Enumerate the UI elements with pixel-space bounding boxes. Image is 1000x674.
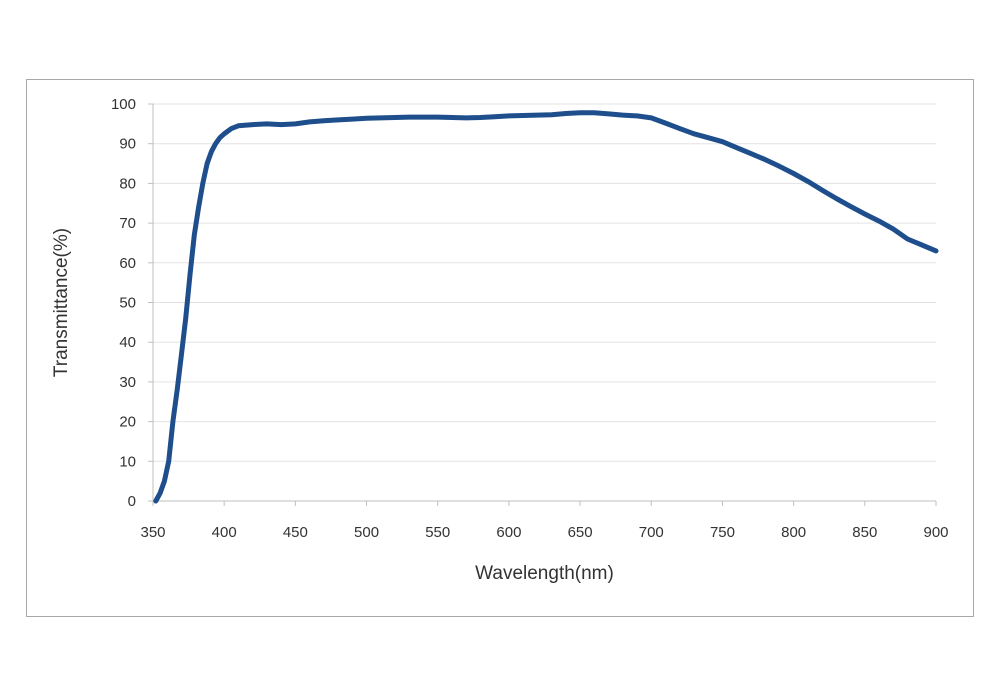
x-tick-label: 750 xyxy=(710,524,735,541)
y-tick-label: 10 xyxy=(119,453,136,470)
y-tick-label: 30 xyxy=(119,374,136,391)
x-tick-label: 350 xyxy=(140,524,165,541)
y-tick-label: 20 xyxy=(119,414,136,431)
x-tick-label: 550 xyxy=(425,524,450,541)
y-tick-label: 0 xyxy=(128,493,136,510)
y-tick-label: 70 xyxy=(119,215,136,232)
y-tick-label: 90 xyxy=(119,136,136,153)
x-tick-label: 400 xyxy=(212,524,237,541)
y-tick-label: 100 xyxy=(111,96,136,113)
y-tick-label: 60 xyxy=(119,255,136,272)
x-tick-label: 900 xyxy=(923,524,948,541)
y-tick-label: 80 xyxy=(119,175,136,192)
x-tick-label: 800 xyxy=(781,524,806,541)
x-tick-label: 850 xyxy=(852,524,877,541)
x-axis-title: Wavelength(nm) xyxy=(475,563,614,584)
transmittance-series-line xyxy=(153,110,939,504)
y-axis-title: Transmittance(%) xyxy=(51,228,72,377)
chart-frame: 0 10 20 30 40 50 60 70 80 90 100 350 400 450 500 550 600… xyxy=(26,79,974,617)
transmittance-chart: 0 10 20 30 40 50 60 70 80 90 100 350 400 450 500 550 600… xyxy=(51,96,949,584)
x-tick-label: 450 xyxy=(283,524,308,541)
y-tick-label: 40 xyxy=(119,334,136,351)
x-tick-label: 650 xyxy=(568,524,593,541)
x-tick-label: 500 xyxy=(354,524,379,541)
y-tick-label: 50 xyxy=(119,295,136,312)
x-tick-label: 700 xyxy=(639,524,664,541)
x-tick-label: 600 xyxy=(496,524,521,541)
